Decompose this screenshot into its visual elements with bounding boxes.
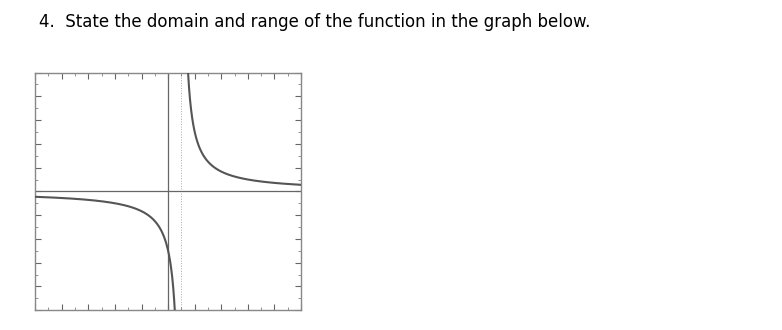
Text: 4.  State the domain and range of the function in the graph below.: 4. State the domain and range of the fun… xyxy=(39,13,590,31)
